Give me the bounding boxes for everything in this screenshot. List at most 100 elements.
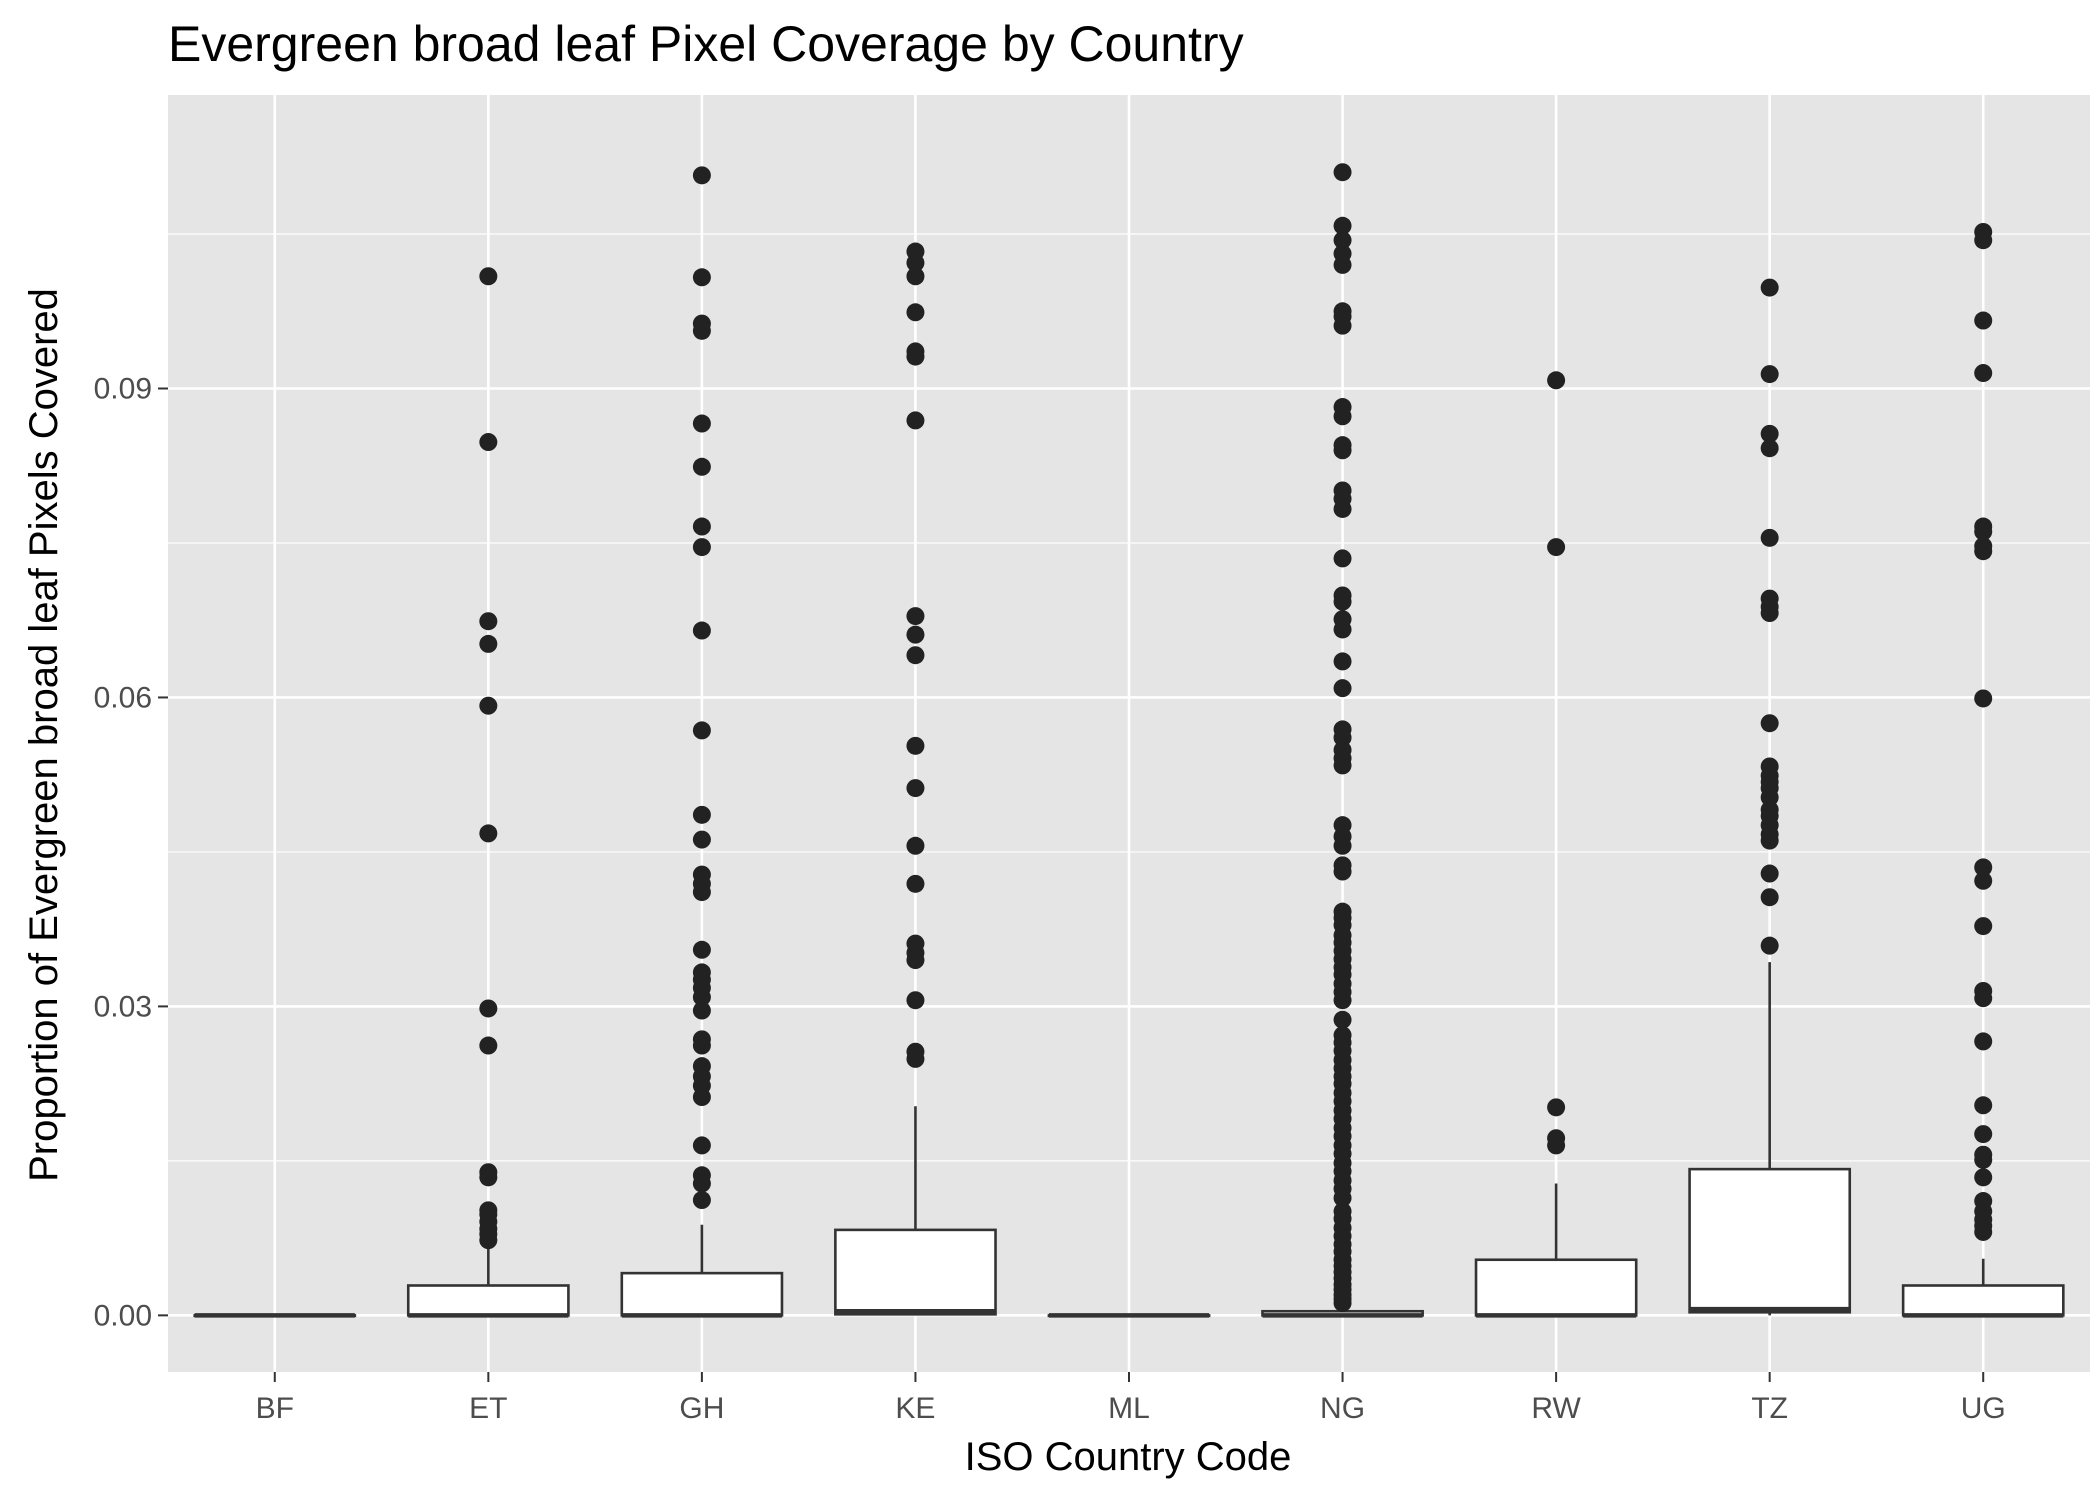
outlier-point-ug [1974, 689, 1993, 708]
outlier-point-rw [1547, 1136, 1566, 1155]
outlier-point-rw [1547, 1098, 1566, 1117]
outlier-point-tz [1760, 864, 1779, 883]
outlier-point-ng [1333, 679, 1352, 698]
outlier-point-gh [692, 517, 711, 536]
outlier-point-ke [906, 646, 925, 665]
outlier-point-ng [1333, 728, 1352, 747]
boxes-layer [193, 962, 2065, 1318]
outlier-point-ke [906, 736, 925, 755]
x-tick-label: ET [469, 1392, 507, 1425]
outlier-point-ng [1333, 316, 1352, 335]
outlier-point-et [479, 1231, 498, 1250]
outlier-point-rw [1547, 371, 1566, 390]
outlier-point-ug [1974, 1125, 1993, 1144]
outlier-point-ng [1333, 1294, 1352, 1313]
outlier-point-gh [692, 805, 711, 824]
outlier-point-ke [906, 253, 925, 272]
x-tick-label: TZ [1751, 1392, 1788, 1425]
outlier-point-ke [906, 1049, 925, 1068]
x-tick-label: RW [1531, 1392, 1581, 1425]
outlier-point-tz [1760, 424, 1779, 443]
box-rw [1474, 1258, 1638, 1317]
outlier-point-tz [1760, 439, 1779, 458]
x-axis: BF ET GH KE ML NG RW TZ UG [256, 1372, 2006, 1425]
outlier-point-ke [906, 625, 925, 644]
box-ug [1901, 1284, 2065, 1317]
outlier-point-tz [1760, 278, 1779, 297]
outlier-point-ng [1333, 991, 1352, 1010]
outlier-point-et [479, 433, 498, 452]
outlier-point-tz [1760, 788, 1779, 807]
outlier-point-ng [1333, 441, 1352, 460]
outlier-point-tz [1760, 528, 1779, 547]
x-tick-label: UG [1961, 1392, 2006, 1425]
outlier-point-gh [692, 321, 711, 340]
outlier-point-gh [692, 721, 711, 740]
outlier-point-tz [1760, 831, 1779, 850]
outlier-point-et [479, 1168, 498, 1187]
outlier-point-ug [1974, 1096, 1993, 1115]
outlier-point-ug [1974, 364, 1993, 383]
outlier-point-tz [1760, 365, 1779, 384]
outlier-point-ng [1333, 620, 1352, 639]
outlier-point-ug [1974, 231, 1993, 250]
outlier-point-ng [1333, 652, 1352, 671]
outlier-point-ng [1333, 862, 1352, 881]
outlier-point-ug [1974, 858, 1993, 877]
outlier-point-ng [1333, 255, 1352, 274]
x-tick-label: KE [895, 1392, 935, 1425]
outlier-point-et [479, 634, 498, 653]
outlier-point-et [479, 267, 498, 286]
outlier-point-ke [906, 267, 925, 286]
x-tick-label: BF [256, 1392, 294, 1425]
outlier-point-gh [692, 1088, 711, 1107]
outlier-point-et [479, 999, 498, 1018]
outlier-point-ng [1333, 836, 1352, 855]
outlier-point-ng [1333, 1010, 1352, 1029]
outlier-point-gh [692, 1036, 711, 1055]
box-gh [620, 1271, 784, 1317]
y-axis-title: Proportion of Evergreen broad leaf Pixel… [22, 288, 66, 1182]
outlier-point-tz [1760, 936, 1779, 955]
outlier-point-gh [692, 414, 711, 433]
outlier-point-gh [692, 1174, 711, 1193]
outlier-point-gh [692, 268, 711, 287]
x-axis-title: ISO Country Code [965, 1435, 1292, 1479]
outlier-point-ug [1974, 1168, 1993, 1187]
outlier-point-et [479, 696, 498, 715]
outlier-point-ke [906, 874, 925, 893]
y-tick-label: 0.03 [94, 990, 152, 1023]
outlier-point-ke [906, 779, 925, 798]
outlier-point-tz [1760, 888, 1779, 907]
outlier-point-ng [1333, 163, 1352, 182]
box-ke [834, 1228, 997, 1316]
outlier-point-gh [692, 830, 711, 849]
outlier-point-ug [1974, 989, 1993, 1008]
outlier-point-ug [1974, 917, 1993, 936]
chart-title: Evergreen broad leaf Pixel Coverage by C… [168, 16, 1244, 72]
y-tick-label: 0.00 [94, 1299, 152, 1332]
outlier-point-ke [906, 607, 925, 626]
outlier-point-ke [906, 411, 925, 430]
outlier-point-ng [1333, 231, 1352, 250]
outlier-point-gh [692, 457, 711, 476]
outlier-point-ke [906, 951, 925, 970]
outlier-point-gh [692, 1136, 711, 1155]
outlier-point-rw [1547, 538, 1566, 557]
outlier-point-tz [1760, 604, 1779, 623]
outlier-point-gh [692, 621, 711, 640]
outlier-point-ng [1333, 549, 1352, 568]
outlier-point-ke [906, 836, 925, 855]
outlier-point-ug [1974, 542, 1993, 561]
outlier-point-ng [1333, 756, 1352, 775]
outlier-point-ug [1974, 1150, 1993, 1169]
y-tick-label: 0.06 [94, 681, 152, 714]
outlier-point-ng [1333, 216, 1352, 235]
outlier-point-gh [692, 883, 711, 902]
outlier-point-ng [1333, 499, 1352, 518]
outlier-point-ug [1974, 522, 1993, 541]
outlier-point-et [479, 1036, 498, 1055]
outlier-point-ng [1333, 1188, 1352, 1207]
outlier-point-gh [692, 988, 711, 1007]
